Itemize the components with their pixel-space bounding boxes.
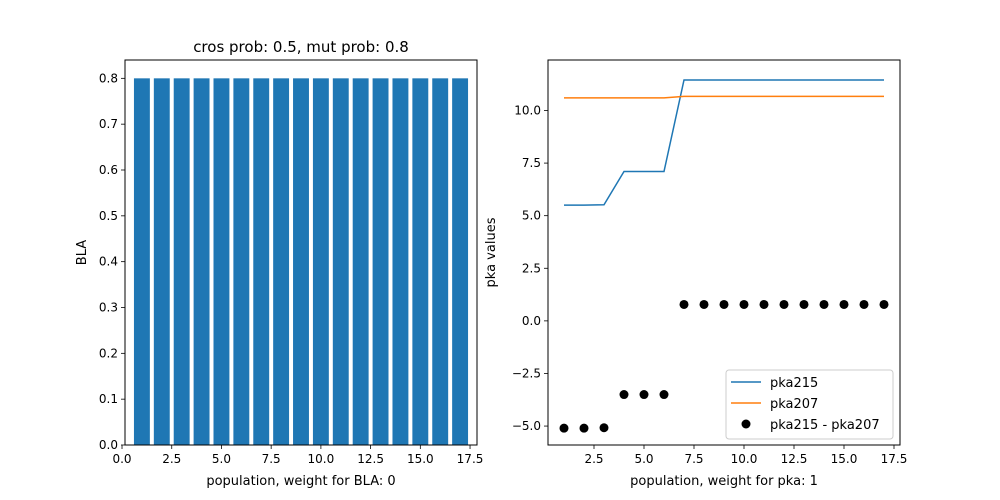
legend-swatch-difference: [741, 419, 751, 429]
legend-label-pka207: pka207: [770, 397, 818, 412]
line-chart-x-ticks: 2.5 5.0 7.5 10.0 12.5 15.0 17.5: [584, 445, 907, 466]
bar: [233, 78, 250, 445]
line-chart-y-ticks: −5.0 −2.5 0.0 2.5 5.0 7.5 10.0: [512, 103, 548, 433]
bar: [352, 78, 369, 445]
scatter-point: [619, 390, 629, 400]
scatter-point: [779, 299, 789, 309]
line-chart-y-tick-label: −2.5: [512, 366, 541, 380]
bar-chart-y-axis-label: BLA: [75, 240, 90, 265]
bar-chart-x-tick-label: 17.5: [457, 452, 484, 466]
bar: [332, 78, 349, 445]
line-chart-y-tick-label: 0.0: [522, 314, 541, 328]
legend-label-pka215: pka215: [770, 376, 818, 391]
bar: [213, 78, 230, 445]
bar-chart-x-tick-label: 12.5: [357, 452, 384, 466]
line-chart-x-tick-label: 10.0: [731, 452, 758, 466]
bar-chart-y-tick-label: 0.0: [99, 438, 118, 452]
scatter-point: [799, 299, 809, 309]
scatter-point: [879, 299, 889, 309]
bar: [193, 78, 210, 445]
bar: [133, 78, 150, 445]
line-chart-x-tick-label: 17.5: [881, 452, 908, 466]
line-chart-frame: [547, 59, 901, 446]
bar-chart-y-ticks: 0.0 0.1 0.2 0.3 0.4 0.5 0.6 0.7 0.8: [99, 71, 125, 452]
line-chart-lines: [564, 79, 884, 206]
scatter-point: [599, 423, 609, 433]
scatter-point: [639, 390, 649, 400]
legend-box: [725, 369, 894, 440]
scatter-point: [719, 299, 729, 309]
bar-chart-x-tick-label: 0.0: [112, 452, 131, 466]
bar: [153, 78, 170, 445]
line-chart-y-tick-label: 7.5: [522, 156, 541, 170]
bar-chart-x-tick-label: 2.5: [162, 452, 181, 466]
bar: [412, 78, 429, 445]
bar: [253, 78, 270, 445]
scatter-point: [839, 299, 849, 309]
scatter-point: [659, 390, 669, 400]
line-chart-x-tick-label: 15.0: [831, 452, 858, 466]
line-chart-x-axis-label: population, weight for pka: 1: [630, 474, 818, 489]
scatter-point: [819, 299, 829, 309]
line-chart: 2.5 5.0 7.5 10.0 12.5 15.0 17.5 −5.0 −2.5 0.0 2.5…: [484, 59, 907, 489]
scatter-point: [739, 299, 749, 309]
bar-chart-y-tick-label: 0.5: [99, 209, 118, 223]
bar: [392, 78, 409, 445]
bar-chart-x-tick-label: 7.5: [262, 452, 281, 466]
bar-chart-y-tick-label: 0.1: [99, 392, 118, 406]
bar-chart-title: cros prob: 0.5, mut prob: 0.8: [193, 38, 409, 56]
line-chart-y-tick-label: 5.0: [522, 209, 541, 223]
scatter-point: [859, 299, 869, 309]
bar-chart-x-axis-label: population, weight for BLA: 0: [206, 474, 395, 489]
scatter-point: [579, 423, 589, 433]
scatter-point: [759, 299, 769, 309]
line-chart-x-tick-label: 5.0: [634, 452, 653, 466]
scatter-point: [559, 423, 569, 433]
bar: [312, 78, 329, 445]
bar-chart-y-tick-label: 0.3: [99, 301, 118, 315]
bar-chart-bars: [133, 78, 469, 445]
bar-chart-y-tick-label: 0.8: [99, 71, 118, 85]
bar-chart-y-tick-label: 0.6: [99, 163, 118, 177]
bar-chart-x-tick-label: 15.0: [407, 452, 434, 466]
bar: [452, 78, 469, 445]
bar-chart-y-tick-label: 0.4: [99, 255, 118, 269]
bar-chart-x-tick-label: 10.0: [308, 452, 335, 466]
bar: [173, 78, 190, 445]
bar: [293, 78, 309, 445]
bar-chart-x-ticks: 0.0 2.5 5.0 7.5 10.0 12.5 15.0 17.5: [112, 445, 483, 466]
bar: [273, 78, 290, 445]
line-chart-y-tick-label: 10.0: [514, 103, 541, 117]
line-chart-y-tick-label: 2.5: [522, 261, 541, 275]
bar: [372, 78, 389, 445]
legend-label-difference: pka215 - pka207: [770, 418, 880, 433]
series-line-pka215: [564, 79, 884, 206]
bar-chart-y-tick-label: 0.2: [99, 346, 118, 360]
line-chart-legend: pka215 pka207 pka215 - pka207: [725, 369, 894, 440]
bar-chart-frame: [124, 59, 478, 446]
line-chart-x-tick-label: 12.5: [781, 452, 808, 466]
bar-chart-x-tick-label: 5.0: [212, 452, 231, 466]
bar-chart-y-tick-label: 0.7: [99, 117, 118, 131]
line-chart-x-tick-label: 2.5: [584, 452, 603, 466]
scatter-point: [699, 299, 709, 309]
series-line-pka207: [564, 95, 884, 99]
line-chart-points: [559, 299, 889, 433]
bar: [432, 78, 449, 445]
line-chart-x-tick-label: 7.5: [684, 452, 703, 466]
scatter-point: [679, 299, 689, 309]
line-chart-y-axis-label: pka values: [484, 217, 499, 287]
bar-chart: cros prob: 0.5, mut prob: 0.8 0.0 2.5 5.0 7…: [75, 38, 483, 489]
line-chart-y-tick-label: −5.0: [512, 419, 541, 433]
